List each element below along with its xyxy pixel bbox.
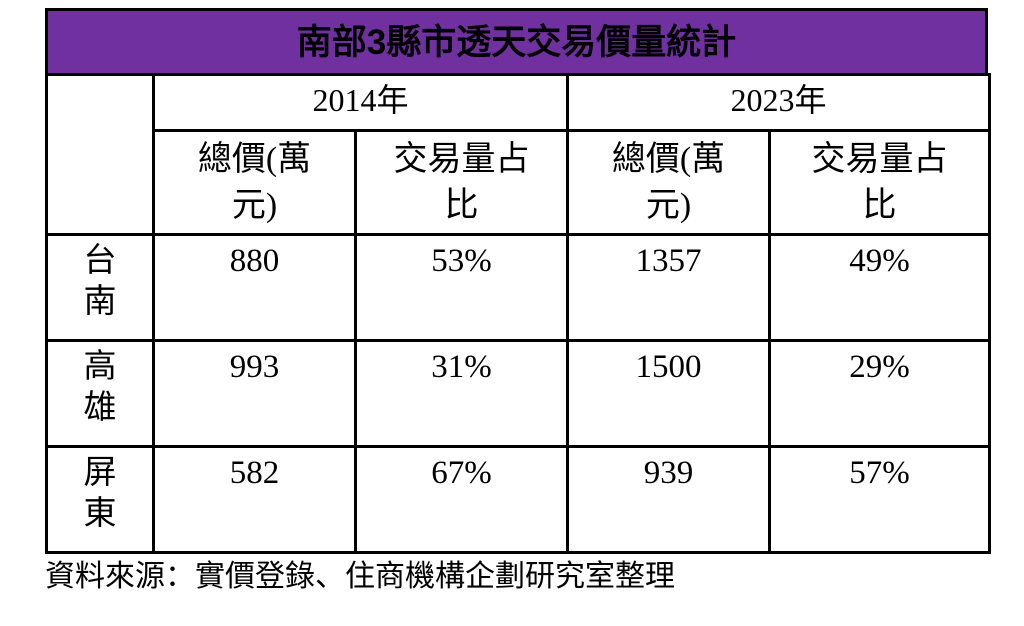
cell-tainan-2014-volume: 53% — [353, 233, 570, 342]
cell-tainan-2023-volume: 49% — [768, 233, 992, 342]
cell-pingtung-2023-price: 939 — [566, 445, 772, 554]
cell-kaohsiung-2014-volume: 31% — [353, 339, 570, 448]
subheader-price-2023: 總價(萬 元) — [566, 129, 772, 236]
corner-cell — [45, 73, 155, 236]
cell-kaohsiung-2023-price: 1500 — [566, 339, 772, 448]
source-note: 資料來源：實價登錄、住商機構企劃研究室整理 — [45, 560, 675, 593]
region-label-tainan: 台 南 — [45, 233, 155, 342]
year-header-2023: 2023年 — [566, 73, 992, 132]
cell-kaohsiung-2023-volume: 29% — [768, 339, 992, 448]
cell-kaohsiung-2014-price: 993 — [152, 339, 357, 448]
region-label-kaohsiung: 高 雄 — [45, 339, 155, 448]
cell-tainan-2023-price: 1357 — [566, 233, 772, 342]
cell-pingtung-2014-price: 582 — [152, 445, 357, 554]
table-title: 南部3縣市透天交易價量統計 — [45, 8, 988, 73]
cell-pingtung-2023-volume: 57% — [768, 445, 992, 554]
table-row-kaohsiung: 高 雄 993 31% 1500 29% — [45, 339, 992, 448]
cell-tainan-2014-price: 880 — [152, 233, 357, 342]
region-label-pingtung: 屏 東 — [45, 445, 155, 554]
subheader-price-2014: 總價(萬 元) — [152, 129, 357, 236]
table-row-pingtung: 屏 東 582 67% 939 57% — [45, 445, 992, 554]
table-wrap: 南部3縣市透天交易價量統計 2014年 2023年 總價(萬 元) 交易量占 比 — [45, 8, 992, 595]
year-header-row: 2014年 2023年 — [45, 73, 992, 236]
stats-table: 2014年 2023年 總價(萬 元) 交易量占 比 總價(萬 元) 交易量占 … — [45, 73, 992, 554]
table-row-tainan: 台 南 880 53% 1357 49% — [45, 233, 992, 342]
subheader-row: 總價(萬 元) 交易量占 比 總價(萬 元) 交易量占 比 — [47, 129, 992, 236]
year-header-2014: 2014年 — [151, 73, 570, 132]
cell-pingtung-2014-volume: 67% — [353, 445, 570, 554]
subheader-volume-2014: 交易量占 比 — [353, 129, 570, 236]
subheader-volume-2023: 交易量占 比 — [768, 129, 992, 236]
